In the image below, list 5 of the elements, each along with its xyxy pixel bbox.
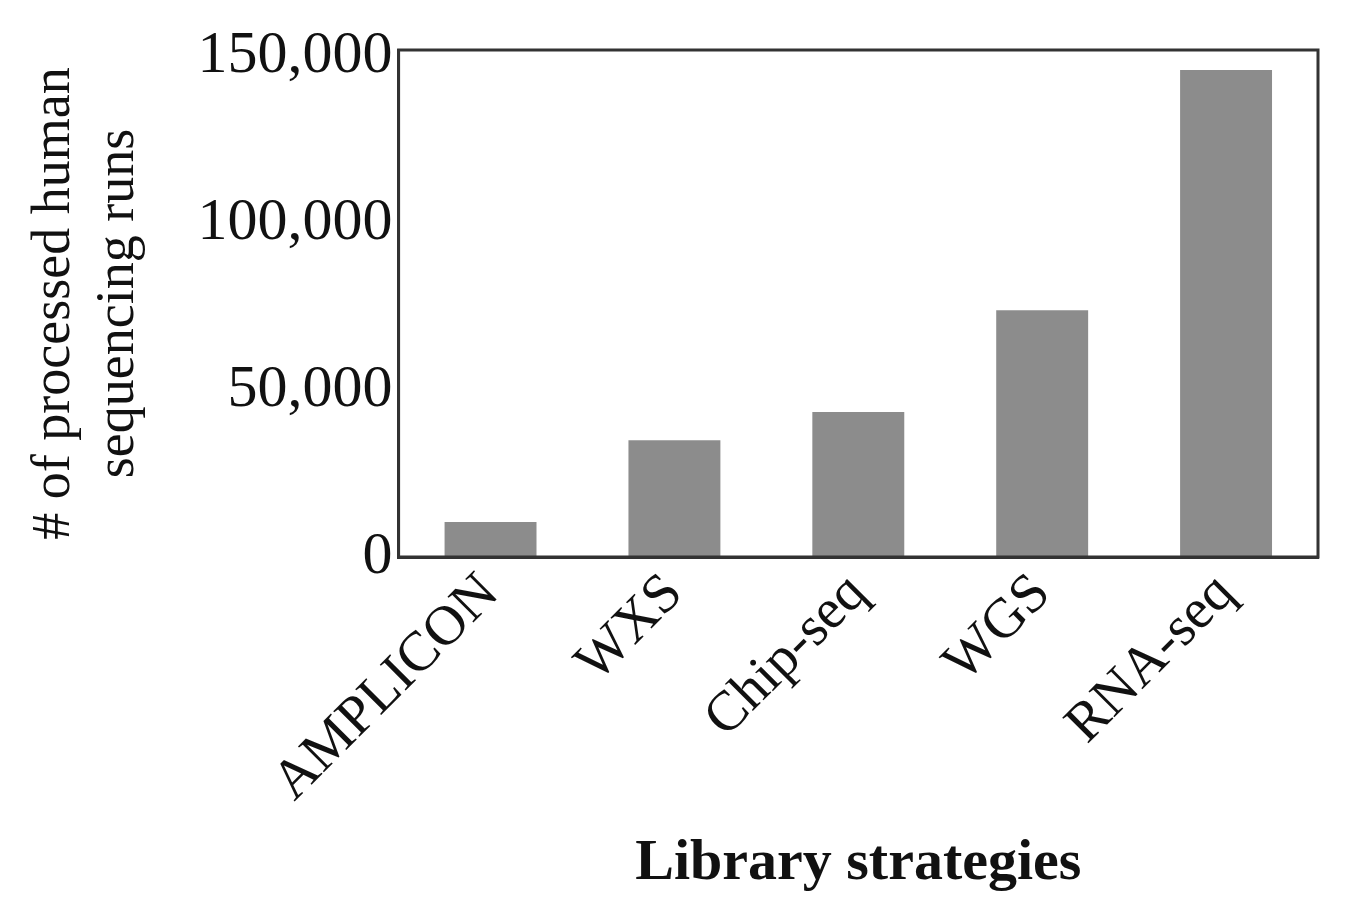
y-tick-label: 100,000 (197, 186, 393, 253)
x-axis-title: Library strategies (635, 827, 1082, 893)
y-tick-label: 50,000 (227, 353, 393, 420)
y-tick-label: 150,000 (197, 19, 393, 86)
y-axis-title: # of processed human sequencing runs (20, 67, 146, 540)
